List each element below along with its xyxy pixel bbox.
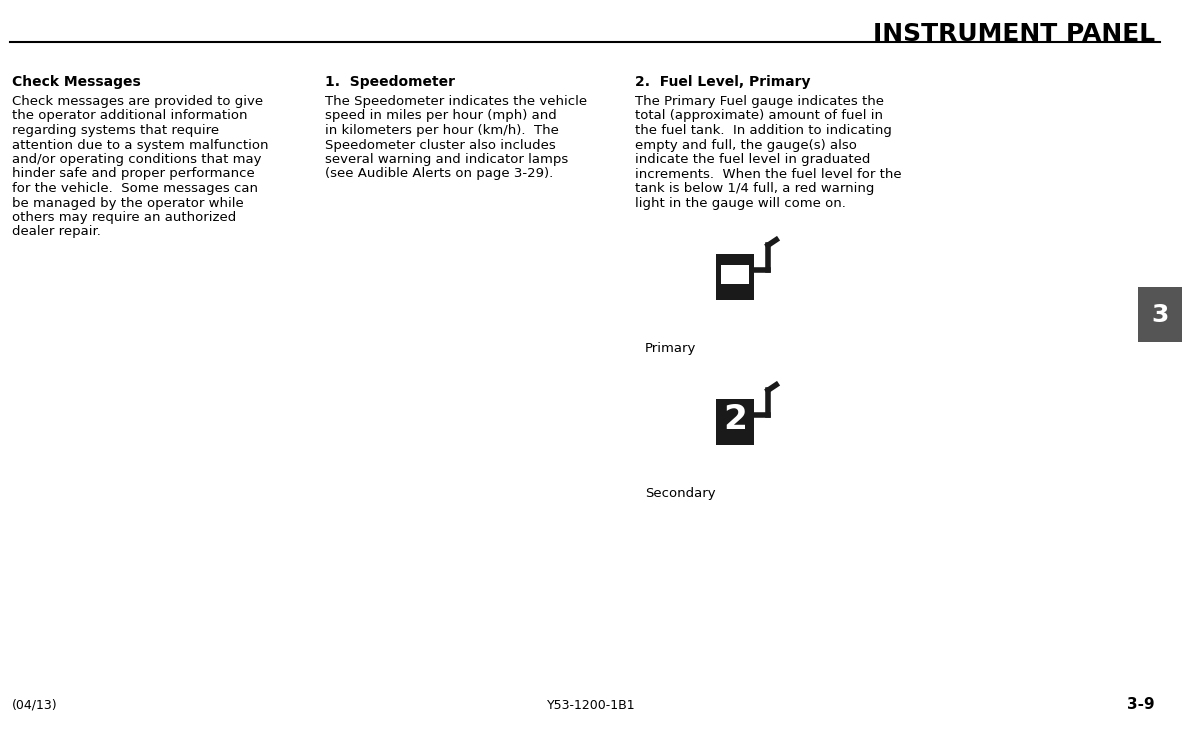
Text: for the vehicle.  Some messages can: for the vehicle. Some messages can [12, 182, 258, 195]
Text: others may require an authorized: others may require an authorized [12, 211, 236, 224]
Text: regarding systems that require: regarding systems that require [12, 124, 219, 137]
Text: several warning and indicator lamps: several warning and indicator lamps [325, 153, 569, 166]
Text: Check messages are provided to give: Check messages are provided to give [12, 95, 264, 108]
FancyBboxPatch shape [721, 411, 748, 429]
Text: 2: 2 [723, 403, 747, 436]
Text: light in the gauge will come on.: light in the gauge will come on. [635, 196, 846, 209]
Text: hinder safe and proper performance: hinder safe and proper performance [12, 168, 255, 181]
Text: tank is below 1/4 full, a red warning: tank is below 1/4 full, a red warning [635, 182, 875, 195]
Text: 3: 3 [1151, 302, 1169, 326]
Text: speed in miles per hour (mph) and: speed in miles per hour (mph) and [325, 110, 557, 122]
Text: INSTRUMENT PANEL: INSTRUMENT PANEL [872, 22, 1155, 46]
Text: dealer repair.: dealer repair. [12, 225, 100, 239]
Text: Speedometer cluster also includes: Speedometer cluster also includes [325, 138, 556, 152]
Text: the fuel tank.  In addition to indicating: the fuel tank. In addition to indicating [635, 124, 892, 137]
FancyBboxPatch shape [1138, 287, 1182, 342]
Text: the operator additional information: the operator additional information [12, 110, 247, 122]
Text: Primary: Primary [645, 342, 696, 355]
Text: (04/13): (04/13) [12, 699, 58, 712]
Text: in kilometers per hour (km/h).  The: in kilometers per hour (km/h). The [325, 124, 559, 137]
FancyBboxPatch shape [721, 265, 748, 284]
Text: attention due to a system malfunction: attention due to a system malfunction [12, 138, 268, 152]
Text: total (approximate) amount of fuel in: total (approximate) amount of fuel in [635, 110, 883, 122]
Text: 2.  Fuel Level, Primary: 2. Fuel Level, Primary [635, 75, 811, 89]
Text: The Speedometer indicates the vehicle: The Speedometer indicates the vehicle [325, 95, 587, 108]
Text: The Primary Fuel gauge indicates the: The Primary Fuel gauge indicates the [635, 95, 884, 108]
FancyBboxPatch shape [721, 411, 748, 429]
Text: and/or operating conditions that may: and/or operating conditions that may [12, 153, 261, 166]
Text: Secondary: Secondary [645, 487, 715, 500]
Text: 3-9: 3-9 [1128, 697, 1155, 712]
Text: Y53-1200-1B1: Y53-1200-1B1 [547, 699, 635, 712]
FancyBboxPatch shape [716, 253, 754, 300]
Text: empty and full, the gauge(s) also: empty and full, the gauge(s) also [635, 138, 857, 152]
Text: indicate the fuel level in graduated: indicate the fuel level in graduated [635, 153, 870, 166]
FancyBboxPatch shape [716, 399, 754, 445]
Text: (see Audible Alerts on page 3-29).: (see Audible Alerts on page 3-29). [325, 168, 553, 181]
Text: be managed by the operator while: be managed by the operator while [12, 196, 243, 209]
Text: Check Messages: Check Messages [12, 75, 141, 89]
Text: increments.  When the fuel level for the: increments. When the fuel level for the [635, 168, 902, 181]
Text: 1.  Speedometer: 1. Speedometer [325, 75, 455, 89]
